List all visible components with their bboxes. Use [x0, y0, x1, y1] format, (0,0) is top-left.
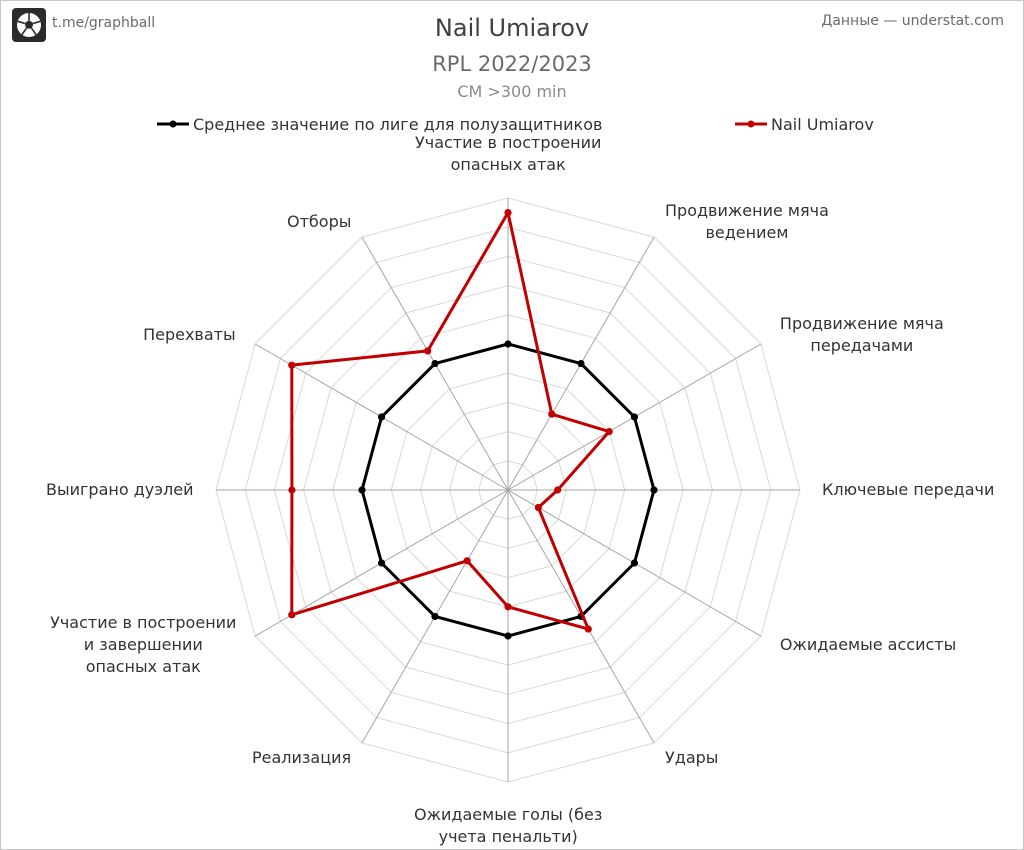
axis-label-line: Отборы	[287, 211, 352, 231]
axis-label: Реализация	[252, 747, 351, 769]
legend-label-player: Nail Umiarov	[771, 114, 874, 134]
axis-label: Участие в построении и завершении опасных …	[50, 612, 236, 678]
series-line-player	[290, 211, 611, 631]
axis-label-line: Ожидаемые голы (без	[414, 805, 603, 824]
axis-label-line: Реализация	[252, 748, 352, 768]
axis-label-line: и завершении	[83, 635, 203, 654]
channel-handle[interactable]: t.me/graphball	[52, 15, 156, 31]
axis-label-line: Участие в построении	[415, 133, 602, 152]
chart-subtitle-filter: CM >300 min	[457, 82, 567, 101]
axis-label-line: передачами	[810, 336, 914, 355]
legend-item-league-average: Среднее значение по лиге для полузащитни…	[155, 114, 602, 134]
axis-label: Перехваты	[143, 324, 236, 346]
data-point-player	[288, 361, 296, 369]
axis-label: Участие в построении опасных атак	[415, 132, 601, 176]
data-point-league-average	[650, 486, 658, 494]
axis-label-line: Выиграно дуэлей	[46, 480, 194, 499]
data-point-league-average	[577, 359, 585, 368]
axis-label: Ожидаемые ассисты	[780, 634, 956, 656]
axis-label-line: Продвижение мяча	[779, 314, 944, 333]
data-point-player	[605, 428, 613, 436]
axis-label-line: Перехваты	[143, 325, 236, 344]
axis-label-line: учета пенальти)	[438, 827, 578, 846]
data-point-league-average	[630, 413, 639, 421]
chart-subtitle: RPL 2022/2023	[432, 52, 592, 76]
data-point-league-average	[358, 486, 366, 494]
legend-swatch-player	[735, 120, 767, 128]
data-point-player	[288, 611, 296, 619]
axis-label-line: опасных атак	[450, 155, 566, 174]
data-point-player	[534, 503, 542, 512]
data-point-player	[424, 347, 432, 355]
data-point-league-average	[431, 359, 439, 368]
radar-series	[288, 209, 658, 640]
data-point-league-average	[377, 413, 386, 421]
axis-label-line: Продвижение мяча	[665, 200, 829, 220]
axis-label: Ожидаемые голы (без учета пенальти)	[414, 804, 602, 848]
axis-label: Выиграно дуэлей	[46, 479, 194, 501]
axis-label: Ключевые передачи	[822, 479, 994, 501]
axis-label-line: Удары	[665, 748, 719, 768]
data-point-league-average	[504, 632, 512, 640]
axis-label-line: Ожидаемые ассисты	[779, 635, 957, 654]
axis-label-line: опасных атак	[85, 657, 201, 676]
data-point-league-average	[630, 559, 639, 567]
football-icon	[12, 8, 46, 42]
data-point-player	[504, 603, 512, 611]
data-source: Данные — understat.com	[821, 13, 1004, 29]
axis-label: Продвижение мяча ведением	[665, 200, 829, 244]
data-point-league-average	[431, 612, 439, 621]
legend-label-league-average: Среднее значение по лиге для полузащитни…	[193, 114, 603, 134]
axis-label-line: ведением	[705, 222, 789, 242]
data-point-player	[463, 557, 471, 565]
axis-label-line: Участие в построении	[50, 613, 237, 632]
data-point-player	[554, 486, 562, 494]
data-point-player	[504, 209, 512, 217]
legend-item-player: Nail Umiarov	[733, 114, 874, 134]
legend-swatch-league-average	[157, 120, 189, 128]
axis-label: Удары	[665, 747, 718, 769]
data-point-player	[548, 410, 556, 418]
axis-label-line: Ключевые передачи	[822, 480, 995, 499]
data-point-player	[584, 625, 592, 633]
radar-grid	[215, 197, 801, 783]
data-point-league-average	[377, 559, 386, 567]
data-point-player	[288, 486, 296, 494]
chart-title: Nail Umiarov	[434, 14, 590, 42]
data-point-league-average	[504, 340, 512, 348]
axis-label: Отборы	[287, 211, 351, 233]
axis-label: Продвижение мяча передачами	[780, 313, 944, 357]
